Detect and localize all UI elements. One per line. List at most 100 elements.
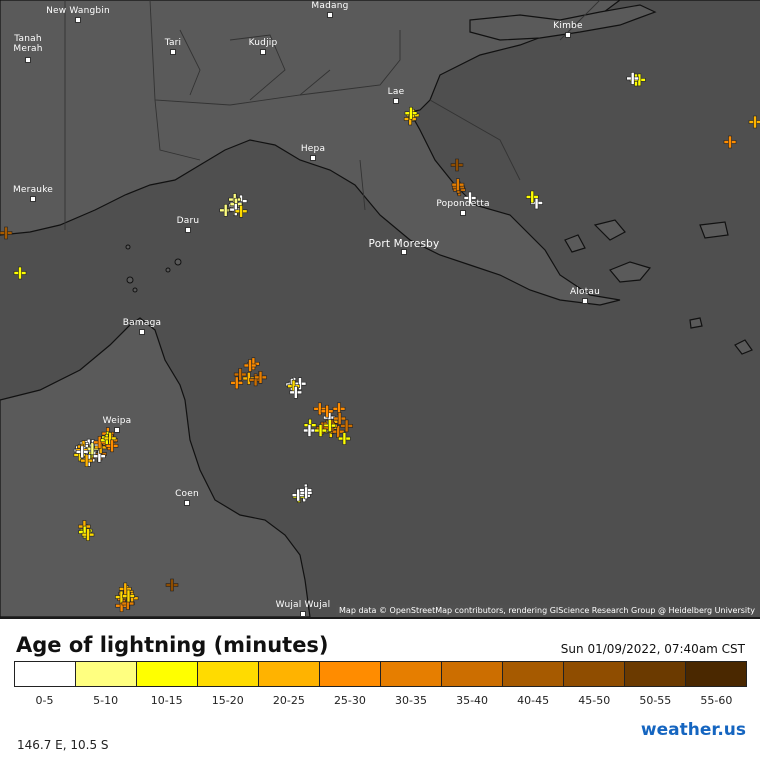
legend-swatch <box>686 662 746 686</box>
lightning-strike <box>78 525 91 539</box>
city-label: Coen <box>175 489 199 499</box>
city-label: Popondetta <box>436 199 490 209</box>
lightning-strike <box>748 115 760 129</box>
city-marker <box>114 427 120 433</box>
legend-swatch-label: 45-50 <box>578 694 611 707</box>
legend-swatch-label: 10-15 <box>150 694 183 707</box>
lightning-strike <box>333 412 346 425</box>
lightning-strike <box>404 106 418 120</box>
map-attribution[interactable]: Map data © OpenStreetMap contributors, r… <box>336 605 758 616</box>
legend-swatch <box>442 662 503 686</box>
city-label: Weipa <box>102 416 132 426</box>
city-marker <box>185 227 191 233</box>
island <box>593 219 626 241</box>
legend-swatch-label: 15-20 <box>211 694 244 707</box>
city-marker <box>310 155 316 161</box>
legend-swatch-label: 30-35 <box>395 694 427 707</box>
city-label: Port Moresby <box>368 238 440 250</box>
lightning-strike <box>13 266 27 280</box>
legend-swatch <box>625 662 686 686</box>
city-marker <box>327 12 333 18</box>
cape-york-landmass <box>0 317 311 617</box>
legend-swatch <box>259 662 320 686</box>
lightning-strike <box>451 178 465 191</box>
legend-title: Age of lightning (minutes) <box>16 633 329 657</box>
island <box>689 317 703 329</box>
city-marker <box>75 17 81 23</box>
legend-swatch-label: 5-10 <box>93 694 119 707</box>
map-canvas <box>0 0 760 617</box>
lightning-strike <box>626 72 639 85</box>
lightning-strike <box>75 445 89 459</box>
legend-swatch <box>198 662 259 686</box>
city-marker <box>460 210 466 216</box>
legend-swatch-label: 50-55 <box>639 694 672 707</box>
brand-logo[interactable]: weather.us <box>640 720 746 740</box>
lightning-strike <box>81 528 95 541</box>
island <box>699 221 729 239</box>
lightning-strike <box>289 386 303 399</box>
lightning-strike <box>314 424 327 437</box>
cursor-coordinates: 146.7 E, 10.5 S <box>17 738 109 752</box>
city-label: Lae <box>387 87 405 97</box>
timestamp: Sun 01/09/2022, 07:40am CST <box>560 642 745 656</box>
color-scale <box>14 661 747 687</box>
new-guinea-landmass <box>0 0 760 306</box>
city-marker <box>184 500 190 506</box>
lightning-strike <box>723 135 737 149</box>
city-marker <box>30 196 36 202</box>
lightning-strike <box>254 371 267 384</box>
lightning-strike <box>323 419 337 432</box>
city-label: New Wangbin <box>46 6 110 16</box>
lightning-strike <box>450 158 464 172</box>
island <box>469 4 657 41</box>
city-label: Alotau <box>569 287 601 297</box>
legend-swatch <box>381 662 442 686</box>
legend-swatch <box>76 662 137 686</box>
city-label: Kudjip <box>248 38 278 48</box>
legend-swatch <box>137 662 198 686</box>
lightning-strike <box>463 191 477 205</box>
city-marker <box>393 98 399 104</box>
city-marker <box>170 49 176 55</box>
lightning-strike <box>233 368 247 381</box>
lightning-strike <box>165 578 179 592</box>
small-islands <box>125 244 182 293</box>
legend-swatch <box>503 662 564 686</box>
city-label: Bamaga <box>122 318 162 328</box>
legend-swatch <box>15 662 76 686</box>
city-marker <box>565 32 571 38</box>
city-label: Daru <box>176 216 200 226</box>
city-label: Madang <box>311 1 349 11</box>
lightning-strike <box>234 204 248 218</box>
legend-swatch-label: 55-60 <box>700 694 733 707</box>
legend-swatch <box>320 662 381 686</box>
legend-swatch-label: 0-5 <box>35 694 54 707</box>
legend-swatch-label: 25-30 <box>333 694 366 707</box>
lightning-strike <box>338 432 351 445</box>
lightning-strike <box>320 404 334 418</box>
boundary-layer <box>64 0 601 230</box>
lightning-strike <box>122 589 135 603</box>
lightning-strike <box>299 486 313 500</box>
legend-panel: Age of lightning (minutes) Sun 01/09/202… <box>0 617 760 762</box>
land-layer <box>0 0 760 617</box>
city-label: Wujal Wujal <box>275 600 331 610</box>
island <box>734 339 753 355</box>
city-marker <box>300 611 306 617</box>
city-marker <box>582 298 588 304</box>
lightning-strike <box>230 376 244 390</box>
city-marker <box>25 57 31 63</box>
legend-swatch-label: 35-40 <box>456 694 489 707</box>
island <box>609 261 652 283</box>
city-label: Kimbe <box>553 21 583 31</box>
city-label: Tanah Merah <box>13 34 43 54</box>
city-label: Tari <box>164 38 182 48</box>
lightning-strike <box>340 419 353 433</box>
island <box>564 234 586 253</box>
lightning-map[interactable]: New Wangbin Madang Kimbe Tanah Merah Tari Kudj… <box>0 0 760 617</box>
lightning-strike <box>243 359 257 372</box>
lightning-strike <box>105 439 119 453</box>
city-marker <box>139 329 145 335</box>
legend-swatch-label: 40-45 <box>517 694 550 707</box>
